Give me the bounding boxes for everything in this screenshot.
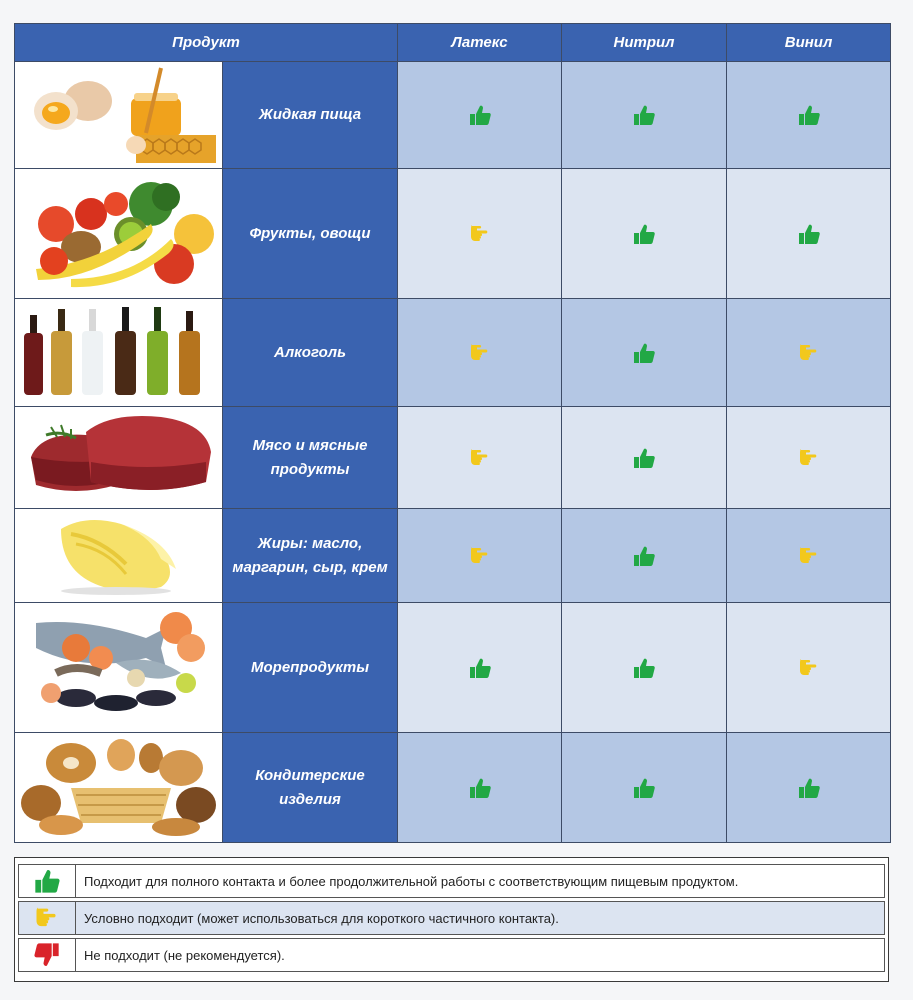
product-photo-cell (14, 508, 223, 603)
thumbs-up-icon (632, 342, 656, 364)
rating-vinyl (726, 61, 892, 169)
table-row: Мясо и мясные продукты (14, 406, 892, 509)
rating-vinyl (726, 406, 892, 509)
header-latex: Латекс (397, 23, 563, 62)
legend-table: Подходит для полного контакта и более пр… (18, 861, 885, 975)
legend-row: Условно подходит (может использоваться д… (18, 901, 885, 935)
thumbs-up-icon (797, 223, 821, 245)
product-name: Алкоголь (221, 298, 399, 407)
table-row: Фрукты, овощи (14, 168, 892, 299)
thumbs-up-icon (632, 545, 656, 567)
product-name: Фрукты, овощи (221, 168, 399, 299)
header-row: Продукт Латекс Нитрил Винил (13, 23, 892, 62)
thumbs-up-icon (797, 777, 821, 799)
hand-pointing-icon (468, 223, 492, 245)
table-row: Жидкая пища (14, 61, 892, 169)
rating-latex (397, 406, 563, 509)
rating-vinyl (726, 508, 892, 603)
glove-compatibility-table: Продукт Латекс Нитрил Винил (13, 23, 892, 843)
table-row: Морепродукты (14, 602, 892, 733)
thumbs-up-icon (468, 104, 492, 126)
thumbs-up-icon (468, 657, 492, 679)
hand-pointing-icon (797, 447, 821, 469)
product-name: Морепродукты (221, 602, 399, 733)
legend-text: Условно подходит (может использоваться д… (75, 901, 885, 935)
rating-nitrile (561, 508, 728, 603)
thumbs-up-icon (797, 104, 821, 126)
rating-vinyl (726, 298, 892, 407)
meat-photo (16, 407, 221, 508)
hand-pointing-icon (468, 545, 492, 567)
thumbs-up-icon (632, 657, 656, 679)
hand-pointing-icon (797, 545, 821, 567)
product-name: Жидкая пища (221, 61, 399, 169)
product-photo-cell (14, 298, 223, 407)
rating-latex (397, 732, 563, 843)
rating-nitrile (561, 168, 728, 299)
table-row: Алкоголь (14, 298, 892, 407)
product-name: Жиры: масло, маргарин, сыр, крем (221, 508, 399, 603)
rating-vinyl (726, 602, 892, 733)
product-photo-cell (14, 168, 223, 299)
fruits-vegetables-photo (16, 169, 221, 298)
hand-pointing-icon (797, 342, 821, 364)
eggs-and-honey-photo (16, 63, 221, 168)
product-photo-cell (14, 602, 223, 733)
thumbs-up-icon (632, 104, 656, 126)
thumbs-up-icon (33, 868, 61, 894)
thumbs-down-icon (33, 942, 61, 968)
legend-box: Подходит для полного контакта и более пр… (14, 857, 889, 982)
rating-nitrile (561, 406, 728, 509)
hand-pointing-icon (797, 657, 821, 679)
legend-row: Подходит для полного контакта и более пр… (18, 864, 885, 898)
rating-nitrile (561, 602, 728, 733)
rating-latex (397, 298, 563, 407)
rating-nitrile (561, 732, 728, 843)
seafood-photo (16, 603, 221, 732)
product-name: Мясо и мясные продукты (221, 406, 399, 509)
header-product: Продукт (13, 23, 399, 62)
bakery-photo (16, 733, 221, 842)
product-photo-cell (14, 406, 223, 509)
product-photo-cell (14, 732, 223, 843)
rating-nitrile (561, 298, 728, 407)
rating-latex (397, 508, 563, 603)
header-nitrile: Нитрил (561, 23, 728, 62)
rating-nitrile (561, 61, 728, 169)
butter-curl-photo (16, 509, 221, 602)
hand-pointing-icon (468, 447, 492, 469)
product-photo-cell (14, 61, 223, 169)
rating-latex (397, 61, 563, 169)
thumbs-up-icon (632, 777, 656, 799)
hand-pointing-icon (33, 905, 61, 931)
table-row: Жиры: масло, маргарин, сыр, крем (14, 508, 892, 603)
product-name: Кондитерские изделия (221, 732, 399, 843)
thumbs-up-icon (468, 777, 492, 799)
table-row: Кондитерские изделия (14, 732, 892, 843)
thumbs-up-icon (632, 223, 656, 245)
legend-text: Подходит для полного контакта и более пр… (75, 864, 885, 898)
bottles-photo (16, 299, 221, 406)
header-vinyl: Винил (726, 23, 892, 62)
rating-latex (397, 602, 563, 733)
legend-row: Не подходит (не рекомендуется). (18, 938, 885, 972)
rating-vinyl (726, 732, 892, 843)
hand-pointing-icon (468, 342, 492, 364)
legend-text: Не подходит (не рекомендуется). (75, 938, 885, 972)
rating-latex (397, 168, 563, 299)
thumbs-up-icon (632, 447, 656, 469)
rating-vinyl (726, 168, 892, 299)
